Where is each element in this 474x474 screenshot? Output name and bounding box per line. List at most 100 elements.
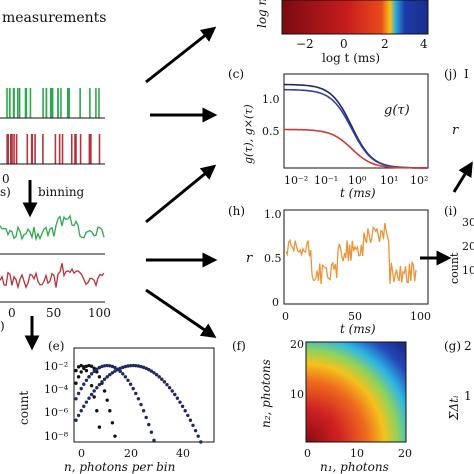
- panel-f-ylabel: n₂, photons: [259, 359, 273, 428]
- panel-e-ytick-2: 10⁻⁶: [44, 406, 69, 419]
- distribution-point: [102, 364, 107, 368]
- distribution-point: [76, 365, 81, 369]
- distribution-point: [123, 364, 128, 369]
- binned-trace-green: [0, 214, 105, 242]
- panel-c-xtick-2: 10⁰: [348, 174, 367, 187]
- distribution-point: [170, 389, 174, 393]
- distribution-point: [95, 386, 99, 390]
- binned-tick-50: 50: [46, 306, 61, 320]
- distribution-point: [139, 402, 143, 407]
- distribution-point: [89, 372, 94, 376]
- distribution-point: [178, 400, 182, 404]
- distribution-point: [89, 392, 94, 397]
- distribution-point: [134, 391, 138, 396]
- distribution-point: [115, 367, 120, 372]
- distribution-point: [100, 380, 104, 384]
- panel-h-label: (h): [228, 204, 245, 218]
- panel-g-label: (g): [444, 339, 461, 353]
- distribution-point: [175, 396, 180, 400]
- binning-label: binning: [38, 185, 85, 199]
- distribution-point: [97, 382, 102, 387]
- panel-f-xtick-20: 20: [398, 447, 412, 460]
- distribution-point: [84, 364, 89, 368]
- distribution-point: [147, 367, 151, 372]
- heatmap-xtick-3: 4: [420, 37, 428, 51]
- panel-c-xtick-0: 10⁻²: [284, 174, 308, 187]
- distribution-point: [141, 409, 146, 413]
- distribution-point: [173, 392, 177, 397]
- panel-c-xlabel: t (ms): [340, 186, 376, 200]
- distribution-point: [87, 363, 91, 368]
- panel-h-xtick-0: 0: [282, 310, 289, 323]
- panel-h-xtick-50: 50: [348, 310, 362, 323]
- distribution-point: [84, 378, 89, 383]
- distribution-point: [100, 364, 104, 369]
- panel-c-curves: [283, 83, 429, 169]
- distribution-point: [199, 440, 203, 444]
- distribution-point: [154, 373, 159, 377]
- panel-c-xtick-4: 10²: [410, 174, 428, 187]
- panel-c-ytick-0: 0.5: [262, 125, 280, 138]
- distribution-point: [126, 364, 130, 368]
- distribution-point: [84, 368, 89, 373]
- distribution-point: [113, 434, 117, 438]
- panel-h-ytick-0: 0: [272, 296, 279, 309]
- binned-trace-red: [0, 263, 105, 290]
- distribution-point: [102, 377, 107, 381]
- distribution-point: [131, 386, 135, 391]
- distribution-point: [113, 369, 117, 373]
- distribution-point: [139, 364, 143, 369]
- correlation-curve-2: [283, 128, 429, 169]
- panel-f-ytick-20: 20: [290, 338, 304, 351]
- distribution-point: [121, 372, 125, 376]
- distribution-point: [74, 381, 78, 385]
- heatmap-xtick-2: 2: [381, 37, 389, 51]
- distribution-point: [144, 366, 148, 371]
- distribution-point: [74, 397, 78, 401]
- panel-h-ratio-trace: [285, 222, 417, 285]
- distribution-point: [105, 375, 109, 379]
- distribution-point: [108, 364, 112, 368]
- distribution-point: [110, 421, 115, 425]
- panel-e-xtick-0: 0: [78, 447, 85, 460]
- distribution-point: [92, 389, 96, 393]
- distribution-point: [131, 363, 135, 368]
- arrow-to-heatmap: [145, 26, 217, 84]
- panel-h-xtick-100: 100: [410, 310, 431, 323]
- panel-e-ytick-0: 10⁻²: [44, 360, 68, 373]
- panel-j-label: (j): [444, 67, 457, 81]
- panel-h-ylabel: r: [246, 251, 253, 266]
- distribution-point: [183, 409, 187, 413]
- distribution-point: [110, 371, 115, 375]
- distribution-point: [126, 378, 130, 383]
- distribution-point: [144, 415, 148, 420]
- distribution-point: [87, 375, 91, 379]
- distribution-point: [193, 428, 198, 433]
- panel-e-frame: [73, 347, 215, 443]
- panel-f-xlabel: n₁, photons: [320, 460, 389, 474]
- distribution-point: [108, 373, 112, 377]
- panel-f-ytick-10: 10: [290, 388, 304, 401]
- arrow-to-2d-histogram: [145, 288, 217, 339]
- heatmap-xlabel: log t (ms): [322, 51, 380, 65]
- distribution-point: [105, 398, 109, 402]
- distribution-point: [147, 422, 151, 427]
- distribution-point: [113, 365, 117, 370]
- panel-i-tick-20: 20: [462, 240, 474, 253]
- panel-e-ytick-1: 10⁻⁴: [44, 383, 69, 396]
- distribution-point: [82, 382, 86, 386]
- panel-f-2d-heatmap: [305, 341, 407, 443]
- panel-e-xlabel: n, photons per bin: [64, 460, 175, 474]
- panel-e-ylabel: count: [17, 391, 31, 425]
- panel-g-ylabel: ΣΔtᵢ: [447, 395, 461, 421]
- panel-h-frame: [283, 209, 429, 305]
- panel-j-partial: I: [464, 67, 469, 81]
- distribution-point: [95, 409, 99, 413]
- panel-c-label: (c): [228, 67, 244, 81]
- binned-tick-100: 100: [88, 306, 111, 320]
- distribution-point: [82, 404, 86, 409]
- panel-c-xtick-1: 10⁻¹: [314, 174, 338, 187]
- distribution-point: [118, 369, 122, 374]
- log-heatmap: [281, 0, 429, 35]
